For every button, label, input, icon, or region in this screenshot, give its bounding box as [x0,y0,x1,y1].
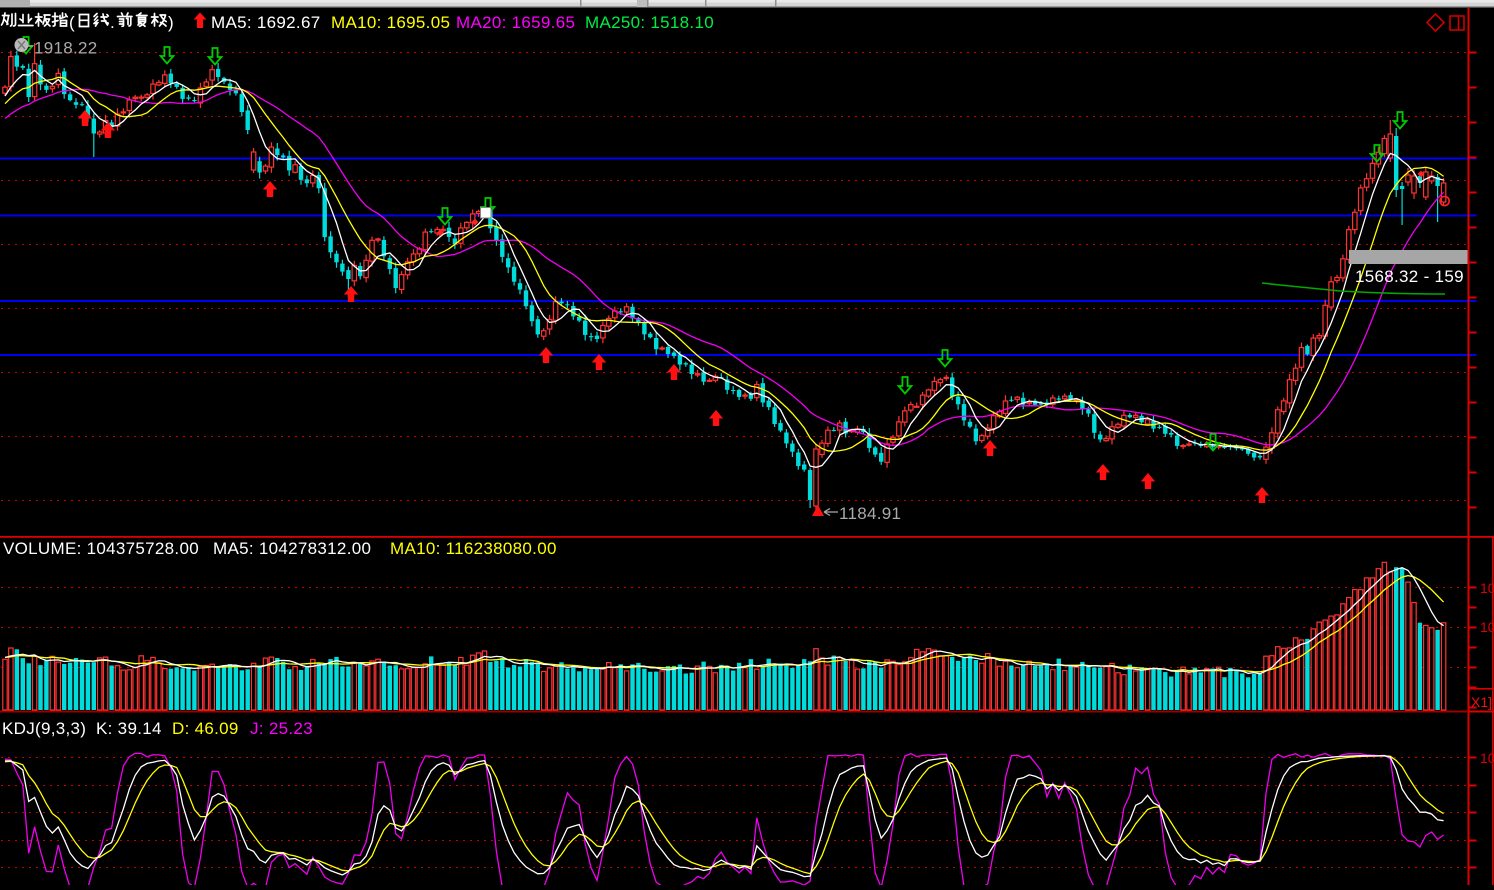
svg-text:MA5: 104278312.00: MA5: 104278312.00 [213,539,371,558]
svg-text:D: 46.09: D: 46.09 [172,719,239,738]
svg-text:1184.91: 1184.91 [839,504,901,523]
svg-text:(: ( [69,13,75,32]
svg-text:K: 39.14: K: 39.14 [96,719,162,738]
svg-text:KDJ(9,3,3): KDJ(9,3,3) [2,719,86,738]
svg-text:1568.32 - 159: 1568.32 - 159 [1355,267,1464,286]
svg-text:MA10: 116238080.00: MA10: 116238080.00 [390,539,557,558]
svg-text:MA250: 1518.10: MA250: 1518.10 [585,13,714,32]
svg-text:.: . [110,13,115,32]
svg-text:10: 10 [1480,750,1494,766]
svg-text:MA5: 1692.67: MA5: 1692.67 [211,13,320,32]
svg-text:MA10: 1695.05: MA10: 1695.05 [331,13,450,32]
svg-text:X1]: X1] [1471,694,1492,710]
svg-text:): ) [168,13,174,32]
svg-text:10: 10 [1480,619,1494,635]
svg-text:10: 10 [1480,580,1494,596]
svg-text:VOLUME: 104375728.00: VOLUME: 104375728.00 [3,539,199,558]
svg-text:1918.22: 1918.22 [34,39,98,58]
svg-text:MA20: 1659.65: MA20: 1659.65 [456,13,575,32]
svg-text:J: 25.23: J: 25.23 [250,719,313,738]
